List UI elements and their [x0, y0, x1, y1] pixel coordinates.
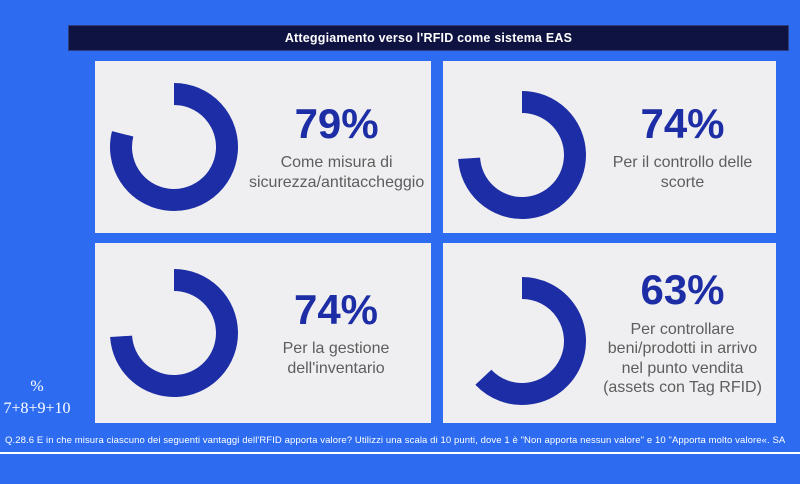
donut-chart-svg [110, 269, 238, 397]
donut-chart-svg [110, 83, 238, 211]
donut-chart-svg [458, 91, 586, 219]
slide-title: Atteggiamento verso l'RFID come sistema … [284, 31, 573, 45]
base-note-line1: % [30, 378, 44, 395]
stat-text-block: 63% Per controllare beni/prodotti in arr… [595, 268, 776, 397]
percent-description: Per controllare beni/prodotti in arrivo … [603, 320, 762, 397]
donut-chart [443, 77, 595, 219]
stat-card-grid: 79% Come misura di sicurezza/antitaccheg… [95, 61, 776, 423]
stat-text-block: 79% Come misura di sicurezza/antitaccheg… [247, 99, 431, 192]
percent-value: 74% [293, 285, 379, 333]
donut-chart [443, 263, 595, 405]
percent-value: 79% [294, 99, 379, 147]
question-footnote: Q.28.6 E in che misura ciascuno dei segu… [5, 435, 786, 446]
donut-chart-svg [475, 277, 586, 405]
stat-card-stock-control: 74% Per il controllo delle scorte [443, 61, 776, 233]
footer-divider [0, 452, 800, 454]
stat-card-security: 79% Come misura di sicurezza/antitaccheg… [95, 61, 431, 233]
slide-title-bar: Atteggiamento verso l'RFID come sistema … [68, 25, 789, 51]
base-note: % 7+8+9+10 [0, 376, 74, 419]
percent-description: Come misura di sicurezza/antitaccheggio [249, 154, 425, 191]
percent-value: 74% [640, 99, 725, 147]
stat-card-inventory: 74% Per la gestione dell'inventario [95, 243, 431, 423]
percent-description: Per il controllo delle scorte [612, 154, 753, 191]
donut-chart [95, 77, 247, 217]
stat-text-block: 74% Per la gestione dell'inventario [247, 285, 431, 378]
percent-description: Per la gestione dell'inventario [282, 340, 390, 377]
base-note-line2: 7+8+9+10 [3, 399, 71, 417]
stat-text-block: 74% Per il controllo delle scorte [595, 99, 776, 192]
stat-card-incoming-goods: 63% Per controllare beni/prodotti in arr… [443, 243, 776, 423]
percent-value: 63% [640, 266, 725, 314]
donut-chart [95, 263, 247, 403]
